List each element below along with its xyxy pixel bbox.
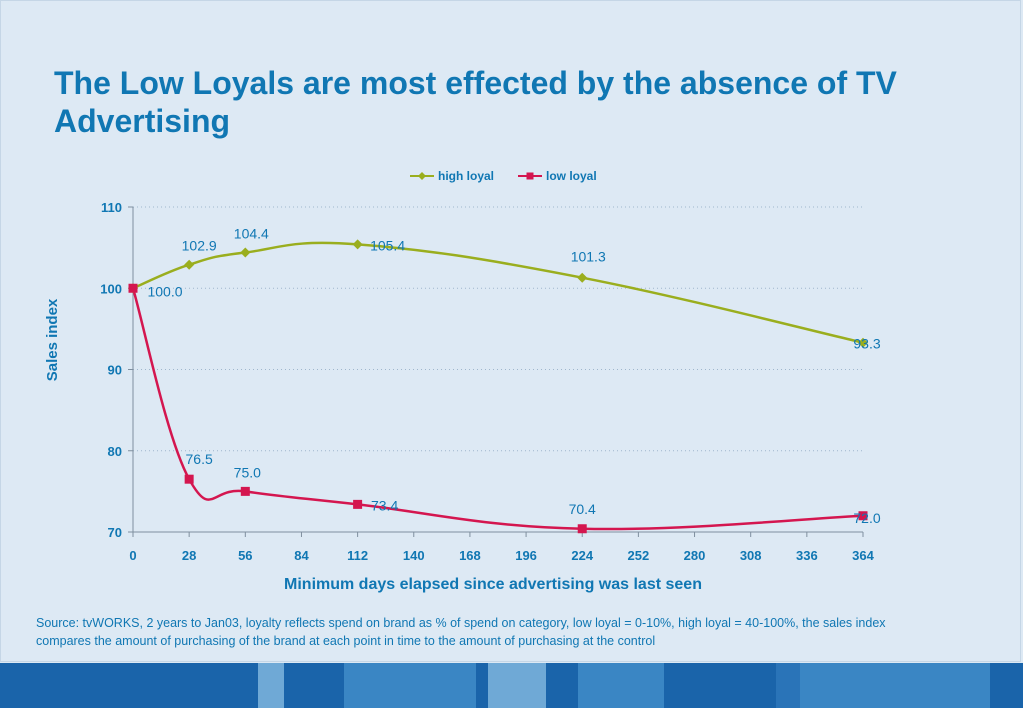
x-tick-label: 224 xyxy=(571,548,593,563)
x-tick-label: 168 xyxy=(459,548,481,563)
x-tick-label: 56 xyxy=(238,548,252,563)
x-tick-label: 0 xyxy=(129,548,136,563)
x-tick-label: 252 xyxy=(628,548,650,563)
y-tick-label: 80 xyxy=(108,444,122,459)
data-point-marker xyxy=(353,499,363,509)
y-tick-label: 100 xyxy=(100,281,122,296)
chart-legend: high loyal low loyal xyxy=(410,169,597,183)
data-label: 101.3 xyxy=(571,249,606,265)
data-point-marker xyxy=(128,283,138,293)
x-tick-label: 364 xyxy=(852,548,874,563)
data-label: 73.4 xyxy=(371,497,398,513)
series-line-low-loyal xyxy=(131,287,864,531)
data-label: 104.4 xyxy=(234,226,269,242)
legend-marker xyxy=(418,172,426,180)
y-tick-label: 70 xyxy=(108,525,122,540)
data-label: 70.4 xyxy=(569,501,596,517)
slide-frame xyxy=(0,0,1021,662)
data-label: 76.5 xyxy=(186,451,213,467)
data-point-marker xyxy=(240,247,251,258)
data-point-marker xyxy=(858,337,868,348)
data-point-marker xyxy=(240,486,250,496)
data-point-marker xyxy=(858,511,868,521)
x-tick-label: 336 xyxy=(796,548,818,563)
legend-label: high loyal xyxy=(438,169,494,183)
slide-title: The Low Loyals are most effected by the … xyxy=(54,65,897,139)
y-tick-label: 110 xyxy=(101,200,122,215)
x-tick-label: 84 xyxy=(294,548,309,563)
data-point-marker xyxy=(577,524,587,534)
line-chart: 70 80 90 100 110 0 28 56 84 112 140 168 196 224 252 280… xyxy=(44,169,881,593)
data-point-marker xyxy=(184,259,195,270)
series-line-high-loyal xyxy=(132,241,864,344)
x-tick-label: 28 xyxy=(182,548,196,563)
data-point-marker xyxy=(577,272,588,283)
x-tick-label: 196 xyxy=(515,548,537,563)
x-tick-label: 112 xyxy=(347,548,368,563)
legend-marker xyxy=(526,172,534,180)
data-label: 93.3 xyxy=(853,336,880,352)
x-tick-label: 280 xyxy=(684,548,706,563)
x-axis-title: Minimum days elapsed since advertising w… xyxy=(284,576,702,593)
data-label: 72.0 xyxy=(853,510,880,526)
data-label: 105.4 xyxy=(370,237,405,253)
source-note: Source: tvWORKS, 2 years to Jan03, loyal… xyxy=(36,616,886,648)
y-axis-title: Sales index xyxy=(44,298,61,381)
data-label: 100.0 xyxy=(147,283,182,299)
data-point-marker xyxy=(352,239,363,250)
footer-band xyxy=(0,663,1023,708)
data-point-marker xyxy=(184,474,194,484)
legend-label: low loyal xyxy=(546,169,597,183)
x-tick-label: 308 xyxy=(740,548,762,563)
x-tick-label: 140 xyxy=(403,548,425,563)
y-tick-label: 90 xyxy=(108,363,122,378)
data-label: 75.0 xyxy=(234,464,261,480)
data-label: 102.9 xyxy=(182,238,217,254)
